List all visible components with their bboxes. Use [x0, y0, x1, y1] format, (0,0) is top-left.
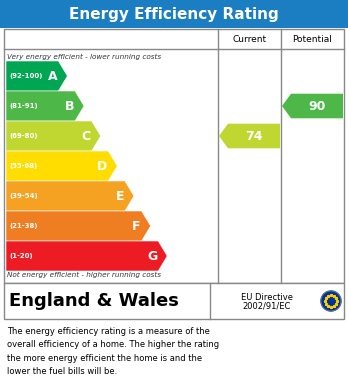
- Text: (1-20): (1-20): [9, 253, 33, 259]
- Polygon shape: [219, 124, 280, 148]
- Text: (39-54): (39-54): [9, 193, 38, 199]
- Text: B: B: [64, 99, 74, 113]
- Polygon shape: [6, 61, 68, 91]
- Polygon shape: [6, 91, 84, 121]
- Circle shape: [321, 291, 341, 311]
- Text: 90: 90: [308, 99, 326, 113]
- Text: D: D: [97, 160, 107, 172]
- Text: C: C: [81, 129, 90, 142]
- Polygon shape: [6, 121, 101, 151]
- Polygon shape: [282, 94, 343, 118]
- Text: E: E: [116, 190, 124, 203]
- Text: England & Wales: England & Wales: [9, 292, 179, 310]
- Polygon shape: [6, 211, 151, 241]
- Text: Current: Current: [232, 34, 267, 43]
- Text: (21-38): (21-38): [9, 223, 38, 229]
- Polygon shape: [6, 151, 117, 181]
- Text: (81-91): (81-91): [9, 103, 38, 109]
- Bar: [4, 283, 344, 319]
- Text: (92-100): (92-100): [9, 73, 42, 79]
- Text: Not energy efficient - higher running costs: Not energy efficient - higher running co…: [7, 272, 161, 278]
- Text: 74: 74: [245, 129, 263, 142]
- Bar: [4, 29, 344, 283]
- Text: Energy Efficiency Rating: Energy Efficiency Rating: [69, 7, 279, 22]
- Polygon shape: [6, 181, 134, 211]
- Text: G: G: [147, 249, 157, 262]
- Text: F: F: [132, 219, 141, 233]
- Text: Potential: Potential: [293, 34, 332, 43]
- Text: A: A: [48, 70, 57, 83]
- Text: The energy efficiency rating is a measure of the
overall efficiency of a home. T: The energy efficiency rating is a measur…: [7, 327, 219, 376]
- Text: EU Directive: EU Directive: [241, 292, 293, 301]
- Text: Very energy efficient - lower running costs: Very energy efficient - lower running co…: [7, 54, 161, 60]
- Bar: [0, 0, 348, 28]
- Text: 2002/91/EC: 2002/91/EC: [243, 301, 291, 310]
- Text: (55-68): (55-68): [9, 163, 37, 169]
- Text: (69-80): (69-80): [9, 133, 38, 139]
- Polygon shape: [6, 241, 167, 271]
